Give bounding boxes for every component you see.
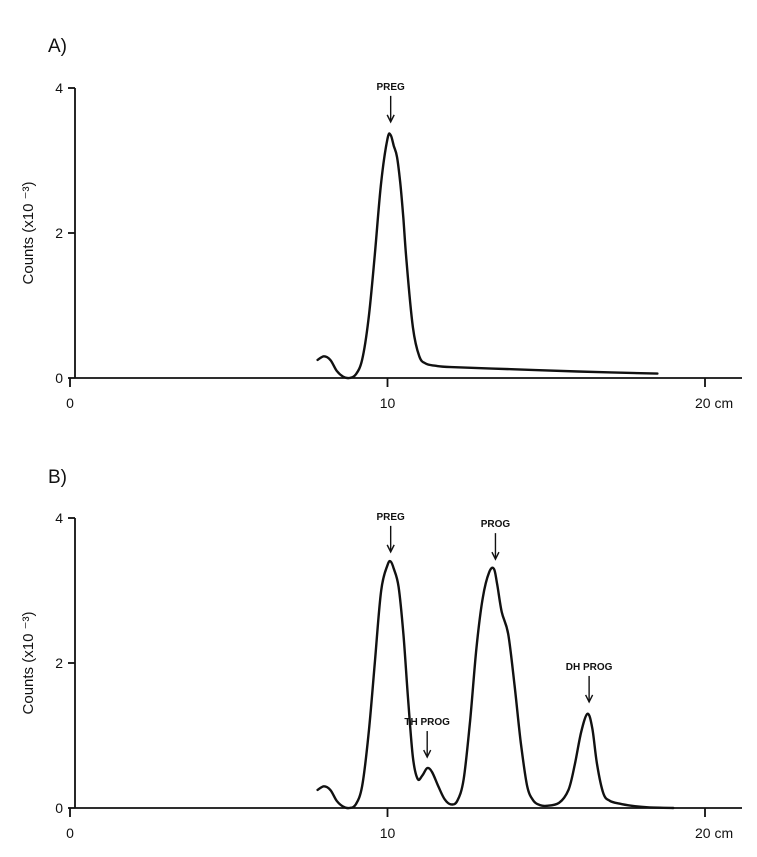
annotations-group: PREG TH PROG PROG DH PROG [377, 512, 613, 759]
panel-a: A) Counts (x10 ⁻³) 0 2 4 0 10 20 cm PREG [20, 36, 742, 411]
y-tick-label: 4 [55, 80, 63, 96]
panel-label: B) [48, 467, 67, 488]
ticks-group: 0 2 4 0 10 20 cm [55, 80, 733, 411]
panel-b: B) Counts (x10 ⁻³) 0 2 4 0 10 20 cm PREG TH PR… [20, 467, 742, 841]
peak-annotation: PROG [481, 519, 511, 561]
arrow-head-icon [491, 551, 500, 561]
x-tick-label: 20 cm [695, 395, 733, 411]
y-tick-label: 4 [55, 510, 63, 526]
y-tick-label: 0 [55, 370, 63, 386]
ticks-group: 0 2 4 0 10 20 cm [55, 510, 733, 841]
panel-label: A) [48, 36, 67, 57]
peak-label: PREG [377, 82, 406, 93]
series-line [316, 559, 675, 810]
y-axis-label: Counts (x10 ⁻³) [20, 182, 37, 285]
y-tick-label: 2 [55, 225, 63, 241]
x-tick-label: 0 [66, 825, 74, 841]
x-tick-label: 10 [380, 825, 396, 841]
y-axis-label: Counts (x10 ⁻³) [20, 612, 37, 715]
peak-annotation: PREG [377, 512, 406, 554]
peak-label: PREG [377, 512, 406, 523]
arrow-head-icon [584, 694, 594, 704]
peak-annotation: PREG [377, 82, 406, 124]
y-tick-label: 2 [55, 655, 63, 671]
x-tick-label: 10 [380, 395, 396, 411]
peak-label: TH PROG [404, 717, 450, 728]
x-tick-label: 0 [66, 395, 74, 411]
arrow-head-icon [386, 114, 395, 124]
peak-label: PROG [481, 519, 511, 530]
y-tick-label: 0 [55, 800, 63, 816]
peak-label: DH PROG [566, 662, 613, 673]
arrow-head-icon [423, 749, 432, 759]
peak-annotation: TH PROG [404, 717, 450, 759]
annotations-group: PREG [377, 82, 406, 124]
series-line [316, 132, 659, 380]
x-tick-label: 20 cm [695, 825, 733, 841]
arrow-head-icon [386, 544, 395, 554]
peak-annotation: DH PROG [566, 662, 613, 704]
